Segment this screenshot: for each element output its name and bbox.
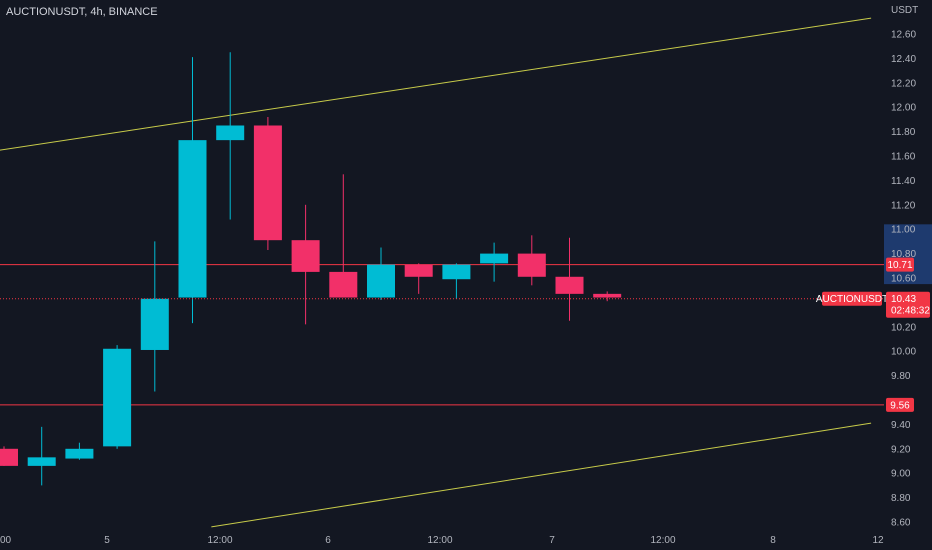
x-tick-label: 12: [872, 535, 884, 546]
candle-body[interactable]: [178, 140, 207, 298]
y-tick-label: 11.80: [891, 127, 916, 138]
y-tick-label: 9.20: [891, 444, 911, 455]
candle-body[interactable]: [65, 448, 94, 459]
y-tick-label: 8.60: [891, 518, 911, 529]
level-badge: [886, 397, 914, 412]
level-badge-label: 9.56: [890, 400, 910, 411]
axis-highlight-band: [884, 224, 932, 285]
y-tick-label: 9.00: [891, 469, 911, 480]
y-tick-label: 12.20: [891, 78, 916, 89]
y-tick-label: 10.80: [891, 249, 916, 260]
candle-body[interactable]: [0, 448, 18, 466]
y-tick-label: 11.40: [891, 176, 916, 187]
level-badge: [886, 257, 914, 272]
current-price-badge: [886, 291, 930, 318]
x-tick-label: 00: [0, 535, 12, 546]
trendline[interactable]: [0, 17, 872, 152]
y-tick-label: 12.40: [891, 54, 916, 65]
x-tick-label: 5: [104, 535, 110, 546]
y-tick-label: 11.20: [891, 200, 916, 211]
candle-body[interactable]: [253, 125, 282, 241]
y-tick-label: 12.60: [891, 30, 916, 41]
y-tick-label: 11.00: [891, 225, 916, 236]
symbol-badge: [822, 291, 882, 306]
y-tick-label: 11.60: [891, 152, 916, 163]
x-tick-label: 12:00: [207, 535, 232, 546]
y-tick-label: 8.80: [891, 493, 911, 504]
trendline[interactable]: [211, 422, 872, 528]
candle-body[interactable]: [216, 125, 245, 141]
x-tick-label: 6: [325, 535, 331, 546]
candle-body[interactable]: [480, 253, 509, 264]
y-tick-label: 12.00: [891, 103, 916, 114]
candle-body[interactable]: [517, 253, 546, 277]
currency-label: USDT: [891, 5, 918, 16]
y-tick-label: 9.80: [891, 371, 911, 382]
candle-body[interactable]: [555, 276, 584, 294]
candle-body[interactable]: [404, 264, 433, 277]
level-badge-label: 10.71: [887, 260, 912, 271]
current-price-label: 10.43: [891, 294, 916, 305]
x-tick-label: 12:00: [650, 535, 675, 546]
candle-body[interactable]: [103, 348, 132, 447]
x-tick-label: 7: [549, 535, 555, 546]
x-tick-label: 12:00: [427, 535, 452, 546]
candle-body[interactable]: [442, 264, 471, 280]
y-tick-label: 10.00: [891, 347, 916, 358]
candle-body[interactable]: [329, 271, 358, 298]
y-tick-label: 10.20: [891, 322, 916, 333]
candle-body[interactable]: [291, 240, 320, 272]
y-tick-label: 9.40: [891, 420, 911, 431]
countdown-label: 02:48:32: [891, 306, 930, 317]
chart-title: AUCTIONUSDT, 4h, BINANCE: [6, 6, 158, 18]
candle-body[interactable]: [593, 293, 622, 298]
candle-body[interactable]: [367, 264, 395, 298]
candle-body[interactable]: [27, 457, 56, 466]
candle-body[interactable]: [140, 298, 169, 350]
x-tick-label: 8: [770, 535, 776, 546]
y-tick-label: 10.60: [891, 274, 916, 285]
symbol-badge-label: AUCTIONUSDT: [816, 294, 888, 305]
